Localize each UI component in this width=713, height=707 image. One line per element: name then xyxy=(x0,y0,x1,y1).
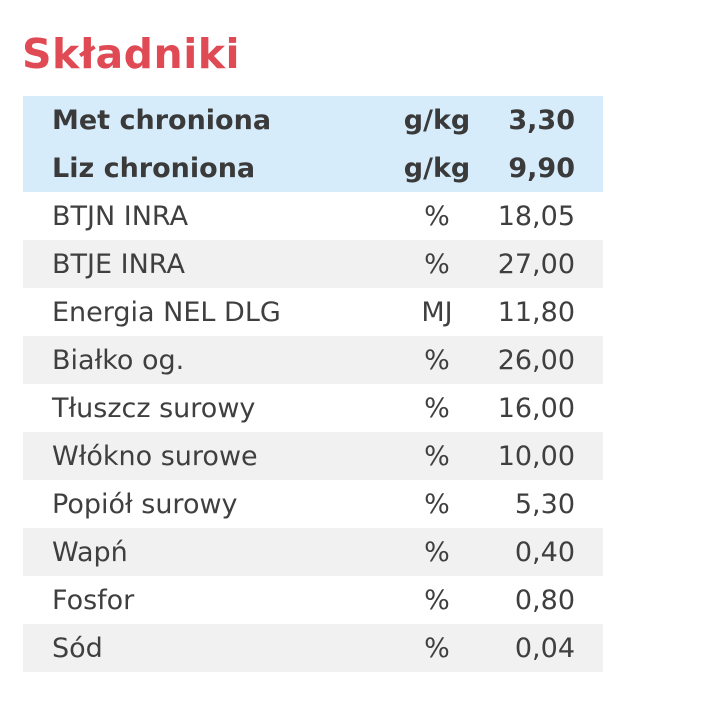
table-row: Fosfor % 0,80 xyxy=(23,576,603,624)
ingredient-value: 16,00 xyxy=(497,392,575,424)
page-title: Składniki xyxy=(22,30,241,78)
ingredient-value: 3,30 xyxy=(508,104,575,136)
ingredient-unit: % xyxy=(424,440,450,472)
ingredient-name: Energia NEL DLG xyxy=(52,296,281,328)
table-row: BTJE INRA % 27,00 xyxy=(23,240,603,288)
ingredient-name: BTJE INRA xyxy=(52,248,185,280)
ingredient-value: 18,05 xyxy=(497,200,575,232)
table-row: Energia NEL DLG MJ 11,80 xyxy=(23,288,603,336)
ingredient-name: Wapń xyxy=(52,536,128,568)
ingredient-unit: % xyxy=(424,632,450,664)
ingredient-value: 26,00 xyxy=(497,344,575,376)
ingredient-unit: % xyxy=(424,488,450,520)
ingredient-unit: % xyxy=(424,344,450,376)
ingredient-value: 10,00 xyxy=(497,440,575,472)
ingredient-unit: g/kg xyxy=(403,152,471,184)
table-row: Tłuszcz surowy % 16,00 xyxy=(23,384,603,432)
table-row: Wapń % 0,40 xyxy=(23,528,603,576)
ingredient-name: Sód xyxy=(52,632,103,664)
ingredient-value: 27,00 xyxy=(497,248,575,280)
ingredient-name: Białko og. xyxy=(52,344,185,376)
ingredient-value: 5,30 xyxy=(514,488,575,520)
table-row: Popiół surowy % 5,30 xyxy=(23,480,603,528)
ingredient-value: 0,04 xyxy=(514,632,575,664)
ingredient-value: 11,80 xyxy=(497,296,575,328)
table-row: Sód % 0,04 xyxy=(23,624,603,672)
table-row: BTJN INRA % 18,05 xyxy=(23,192,603,240)
ingredient-name: Włókno surowe xyxy=(52,440,258,472)
ingredient-unit: % xyxy=(424,584,450,616)
ingredient-value: 0,40 xyxy=(514,536,575,568)
ingredient-value: 9,90 xyxy=(508,152,575,184)
table-row: Liz chroniona g/kg 9,90 xyxy=(23,144,603,192)
ingredient-value: 0,80 xyxy=(514,584,575,616)
ingredient-unit: % xyxy=(424,200,450,232)
ingredient-name: BTJN INRA xyxy=(52,200,189,232)
ingredient-name: Fosfor xyxy=(52,584,135,616)
table-row: Białko og. % 26,00 xyxy=(23,336,603,384)
ingredient-unit: % xyxy=(424,248,450,280)
ingredient-name: Liz chroniona xyxy=(52,152,256,184)
ingredient-unit: % xyxy=(424,392,450,424)
ingredient-name: Popiół surowy xyxy=(52,488,238,520)
ingredient-name: Met chroniona xyxy=(52,104,272,136)
table-row: Włókno surowe % 10,00 xyxy=(23,432,603,480)
table-row: Met chroniona g/kg 3,30 xyxy=(23,96,603,144)
ingredient-unit: g/kg xyxy=(403,104,471,136)
ingredient-unit: % xyxy=(424,536,450,568)
ingredient-unit: MJ xyxy=(421,296,453,328)
highlighted-rows: Met chroniona g/kg 3,30 Liz chroniona g/… xyxy=(23,96,603,192)
ingredients-table: Met chroniona g/kg 3,30 Liz chroniona g/… xyxy=(23,96,603,672)
ingredient-name: Tłuszcz surowy xyxy=(52,392,256,424)
